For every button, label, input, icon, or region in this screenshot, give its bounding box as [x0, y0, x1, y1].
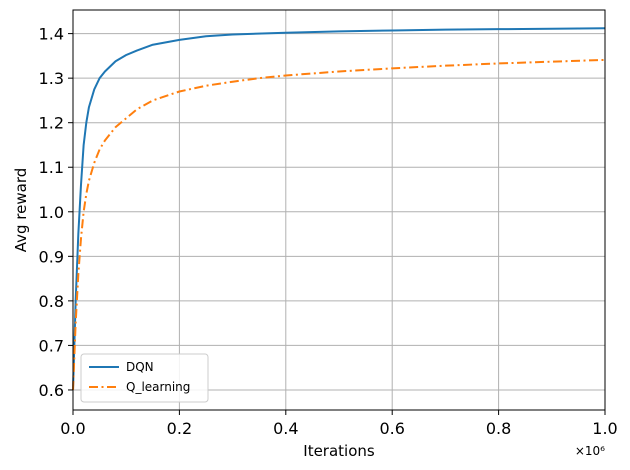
y-tick-label: 1.0 — [39, 203, 64, 222]
series-line-dqn — [72, 27, 606, 390]
y-tick-label: 0.8 — [39, 292, 64, 311]
x-tick-label: 0.4 — [273, 419, 298, 438]
y-tick-label: 1.1 — [39, 158, 64, 177]
y-tick-label: 0.9 — [39, 247, 64, 266]
legend-label-q-learning: Q_learning — [126, 380, 190, 394]
series-lines — [72, 27, 606, 390]
x-tick-label: 0.2 — [167, 419, 192, 438]
legend: DQN Q_learning — [80, 353, 209, 403]
x-tick-label: 0.8 — [486, 419, 511, 438]
y-tick-label: 1.4 — [39, 25, 64, 44]
y-tick-label: 0.6 — [39, 381, 64, 400]
y-tick-label: 1.3 — [39, 69, 64, 88]
series-line-q-learning — [72, 58, 606, 390]
x-tick-label: 1.0 — [592, 419, 617, 438]
x-axis-title: Iterations — [303, 442, 375, 460]
grid — [72, 10, 606, 410]
legend-label-dqn: DQN — [126, 360, 154, 374]
x-tick-label: 0.6 — [379, 419, 404, 438]
plot-frame — [72, 9, 606, 411]
x-tick-label: 0.0 — [60, 419, 85, 438]
y-tick-label: 0.7 — [39, 336, 64, 355]
axis-ticks: 0.0 0.2 0.4 0.6 0.8 1.0 0.6 0.7 0.8 0.9 1.0 1.1 1.2 1… — [39, 25, 618, 438]
y-axis-title: Avg reward — [12, 168, 30, 253]
y-tick-label: 1.2 — [39, 114, 64, 133]
x-axis-offset-label: ×10⁶ — [575, 444, 605, 458]
